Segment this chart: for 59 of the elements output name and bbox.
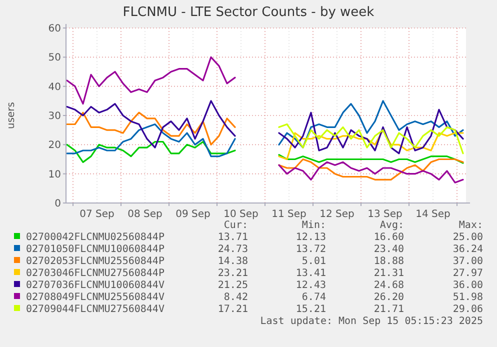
legend-label: 02702053FLCNMU25560844P: [26, 256, 164, 267]
y-axis-title: users: [6, 102, 17, 130]
text: 12.43: [296, 280, 326, 291]
text: 27.97: [452, 268, 483, 279]
text: Avg:: [380, 220, 404, 231]
y-tick-label: 10: [48, 169, 61, 180]
text: 36.00: [452, 280, 483, 291]
y-tick-label: 20: [48, 140, 61, 152]
x-tick-label: 13 Sep: [368, 209, 402, 220]
legend-label: 02708049FLCNMU25560844V: [26, 292, 164, 303]
x-tick-label: 12 Sep: [320, 209, 354, 220]
text: 8.42: [224, 292, 248, 303]
y-tick-label: 60: [48, 24, 61, 34]
legend-label: 02701050FLCNMU10060844P: [26, 244, 164, 255]
x-tick-label: 10 Sep: [224, 209, 258, 220]
text: 37.00: [452, 256, 483, 267]
text: Min:: [302, 220, 326, 231]
text: Max:: [458, 220, 483, 231]
text: 17.21: [218, 304, 248, 315]
y-tick-label: 40: [48, 82, 61, 93]
y-tick-label: 30: [48, 111, 61, 122]
text: 15.21: [296, 304, 326, 315]
chart-title: FLCNMU - LTE Sector Counts - by week: [122, 5, 375, 20]
text: 12.13: [296, 232, 326, 243]
legend-label: 02709044FLCNMU27560844V: [26, 304, 164, 315]
text: 24.73: [218, 244, 248, 255]
text: 21.31: [374, 268, 404, 279]
text: 36.24: [452, 244, 483, 255]
text: 25.00: [452, 232, 483, 243]
x-tick-label: 08 Sep: [128, 209, 162, 220]
text: Cur:: [224, 220, 248, 231]
text: 14.38: [218, 256, 248, 267]
text: 21.71: [374, 304, 404, 315]
line-series: [278, 129, 464, 160]
x-tick-label: 07 Sep: [80, 209, 114, 220]
legend-label: 02707036FLCNMU10060844V: [26, 280, 164, 291]
text: 23.21: [218, 268, 248, 279]
text: 24.68: [374, 280, 404, 291]
text: 6.74: [302, 292, 326, 303]
text: Last update: Mon Sep 15 05:15:23 2025: [260, 316, 483, 327]
text: 5.01: [302, 256, 326, 267]
text: 16.60: [374, 232, 404, 243]
y-tick-label: 50: [48, 52, 61, 64]
text: 29.06: [452, 304, 483, 315]
legend-label: 02703046FLCNMU27560844P: [26, 268, 164, 279]
y-tick-label: 0: [54, 198, 61, 210]
x-tick-label: 09 Sep: [176, 209, 210, 220]
text: 21.25: [218, 280, 248, 291]
x-tick-label: 11 Sep: [272, 209, 306, 220]
text: 13.71: [218, 232, 248, 243]
text: 23.40: [374, 244, 404, 255]
text: 26.20: [374, 292, 404, 303]
legend-label: 02700042FLCNMU02560844P: [26, 232, 164, 243]
x-tick-label: 14 Sep: [416, 209, 450, 220]
text: 13.72: [296, 244, 326, 255]
text: 51.98: [452, 292, 483, 303]
text: 18.88: [374, 256, 404, 267]
text: 13.41: [296, 268, 326, 279]
line-series: [278, 123, 464, 154]
